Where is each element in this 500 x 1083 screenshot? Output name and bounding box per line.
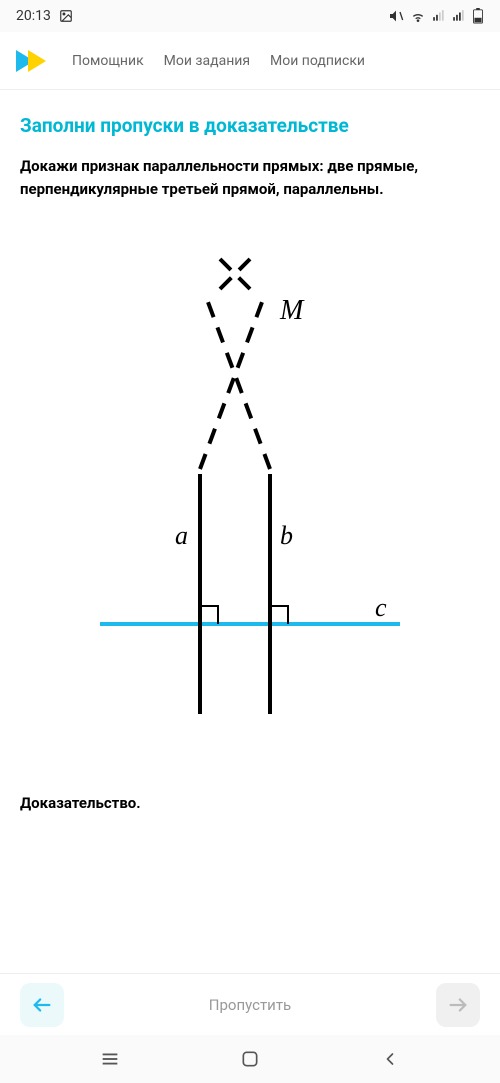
logo[interactable] — [16, 46, 52, 76]
diagram-label-b: b — [280, 521, 293, 550]
proof-label: Доказательство. — [20, 794, 480, 812]
diagram-label-m: M — [279, 295, 305, 326]
home-button[interactable] — [235, 1044, 265, 1074]
mute-icon — [388, 8, 404, 24]
forward-button[interactable] — [436, 983, 480, 1027]
nav-subscriptions[interactable]: Мои подписки — [270, 53, 365, 69]
nav-tasks[interactable]: Мои задания — [164, 53, 250, 69]
footer: Пропустить — [0, 973, 500, 1035]
back-nav-button[interactable] — [375, 1044, 405, 1074]
page-title: Заполни пропуски в доказательстве — [20, 114, 480, 137]
diagram: a b c M — [20, 224, 480, 784]
status-left: 20:13 — [16, 8, 73, 24]
status-right — [388, 8, 484, 24]
diagram-label-c: c — [375, 593, 387, 622]
android-nav-bar — [0, 1035, 500, 1083]
wifi-icon — [410, 8, 426, 24]
signal-icon-1 — [432, 9, 446, 23]
skip-button[interactable]: Пропустить — [64, 996, 436, 1014]
battery-icon — [472, 8, 484, 24]
recent-apps-button[interactable] — [95, 1044, 125, 1074]
signal-icon-2 — [452, 9, 466, 23]
image-icon — [59, 9, 73, 23]
content: Заполни пропуски в доказательстве Докажи… — [0, 90, 500, 973]
back-button[interactable] — [20, 983, 64, 1027]
diagram-label-a: a — [175, 521, 188, 550]
status-bar: 20:13 — [0, 0, 500, 32]
status-time: 20:13 — [16, 8, 51, 24]
nav-helper[interactable]: Помощник — [72, 53, 144, 69]
page-subtitle: Докажи признак параллельности прямых: дв… — [20, 155, 480, 200]
app-header: Помощник Мои задания Мои подписки — [0, 32, 500, 90]
